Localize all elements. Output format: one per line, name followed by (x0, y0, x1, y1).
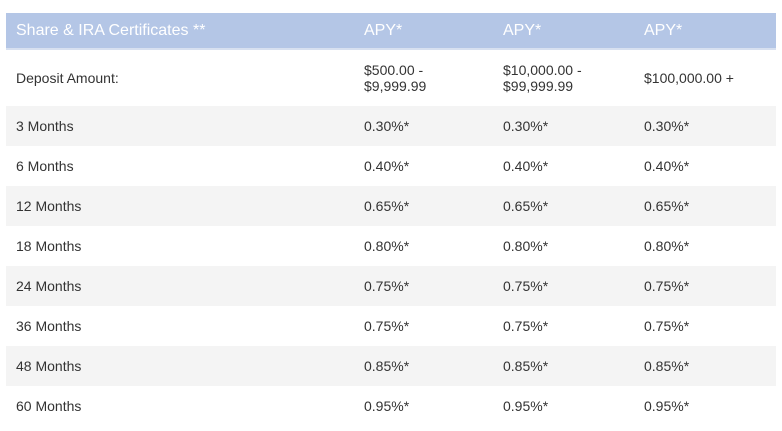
apy-tier-3: 0.75%* (634, 306, 776, 346)
apy-tier-3: 0.95%* (634, 386, 776, 426)
term-label: 18 Months (6, 226, 354, 266)
table-row: 24 Months 0.75%* 0.75%* 0.75%* (6, 266, 776, 306)
deposit-tier-1-min: $500.00 - (364, 62, 424, 78)
apy-tier-1: 0.40%* (354, 146, 493, 186)
apy-tier-2: 0.30%* (493, 106, 634, 146)
term-label: 48 Months (6, 346, 354, 386)
table-row: 36 Months 0.75%* 0.75%* 0.75%* (6, 306, 776, 346)
apy-tier-1: 0.85%* (354, 346, 493, 386)
table-header: Share & IRA Certificates ** APY* APY* AP… (6, 13, 776, 50)
apy-tier-2: 0.75%* (493, 266, 634, 306)
apy-tier-3: 0.75%* (634, 266, 776, 306)
apy-tier-1: 0.30%* (354, 106, 493, 146)
header-apy-tier-2: APY* (493, 13, 634, 50)
header-apy-tier-1: APY* (354, 13, 493, 50)
term-label: 24 Months (6, 266, 354, 306)
deposit-amount-label: Deposit Amount: (6, 49, 354, 106)
deposit-tier-2: $10,000.00 - $99,999.99 (493, 49, 634, 106)
header-title: Share & IRA Certificates ** (6, 13, 354, 50)
apy-tier-2: 0.75%* (493, 306, 634, 346)
deposit-tier-3: $100,000.00 + (634, 49, 776, 106)
certificate-rates-table: Share & IRA Certificates ** APY* APY* AP… (6, 13, 776, 426)
deposit-tier-2-min: $10,000.00 - (503, 62, 582, 78)
apy-tier-2: 0.95%* (493, 386, 634, 426)
table-row: 18 Months 0.80%* 0.80%* 0.80%* (6, 226, 776, 266)
apy-tier-3: 0.85%* (634, 346, 776, 386)
term-label: 60 Months (6, 386, 354, 426)
apy-tier-1: 0.65%* (354, 186, 493, 226)
deposit-tier-2-max: $99,999.99 (503, 78, 574, 94)
apy-tier-3: 0.30%* (634, 106, 776, 146)
deposit-tier-1: $500.00 - $9,999.99 (354, 49, 493, 106)
table-row: 48 Months 0.85%* 0.85%* 0.85%* (6, 346, 776, 386)
apy-tier-2: 0.65%* (493, 186, 634, 226)
apy-tier-2: 0.85%* (493, 346, 634, 386)
apy-tier-3: 0.40%* (634, 146, 776, 186)
apy-tier-3: 0.65%* (634, 186, 776, 226)
table-row: 6 Months 0.40%* 0.40%* 0.40%* (6, 146, 776, 186)
apy-tier-3: 0.80%* (634, 226, 776, 266)
table-row: 3 Months 0.30%* 0.30%* 0.30%* (6, 106, 776, 146)
apy-tier-1: 0.95%* (354, 386, 493, 426)
apy-tier-1: 0.75%* (354, 266, 493, 306)
deposit-tier-1-max: $9,999.99 (364, 78, 427, 94)
apy-tier-1: 0.75%* (354, 306, 493, 346)
table-row: 12 Months 0.65%* 0.65%* 0.65%* (6, 186, 776, 226)
table-body: Deposit Amount: $500.00 - $9,999.99 $10,… (6, 49, 776, 426)
term-label: 6 Months (6, 146, 354, 186)
table-row: 60 Months 0.95%* 0.95%* 0.95%* (6, 386, 776, 426)
apy-tier-2: 0.40%* (493, 146, 634, 186)
term-label: 3 Months (6, 106, 354, 146)
apy-tier-2: 0.80%* (493, 226, 634, 266)
term-label: 36 Months (6, 306, 354, 346)
apy-tier-1: 0.80%* (354, 226, 493, 266)
deposit-amount-row: Deposit Amount: $500.00 - $9,999.99 $10,… (6, 49, 776, 106)
header-apy-tier-3: APY* (634, 13, 776, 50)
term-label: 12 Months (6, 186, 354, 226)
header-row: Share & IRA Certificates ** APY* APY* AP… (6, 13, 776, 50)
